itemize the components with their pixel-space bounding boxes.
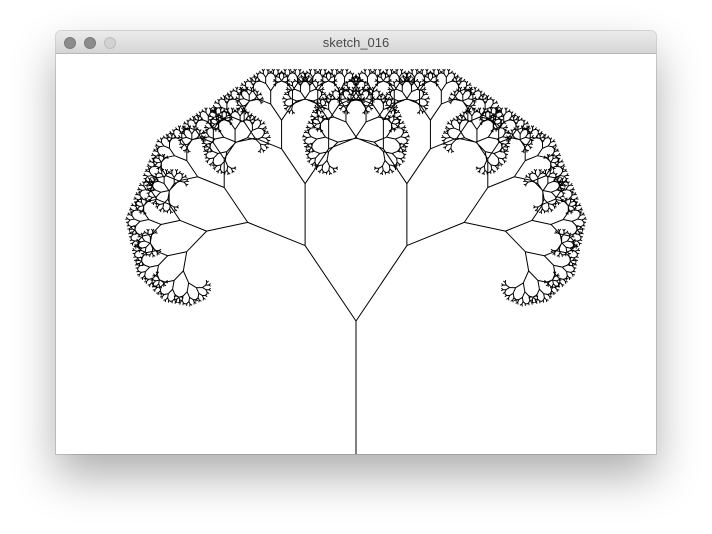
title-bar[interactable]: sketch_016	[56, 31, 656, 54]
sketch-window: sketch_016	[56, 31, 656, 454]
fractal-tree-drawing	[125, 68, 587, 454]
window-title: sketch_016	[322, 35, 390, 50]
tree-branches	[125, 68, 587, 454]
minimize-button[interactable]	[84, 37, 96, 49]
zoom-button[interactable]	[104, 37, 116, 49]
sketch-canvas[interactable]	[56, 54, 656, 454]
close-button[interactable]	[64, 37, 76, 49]
